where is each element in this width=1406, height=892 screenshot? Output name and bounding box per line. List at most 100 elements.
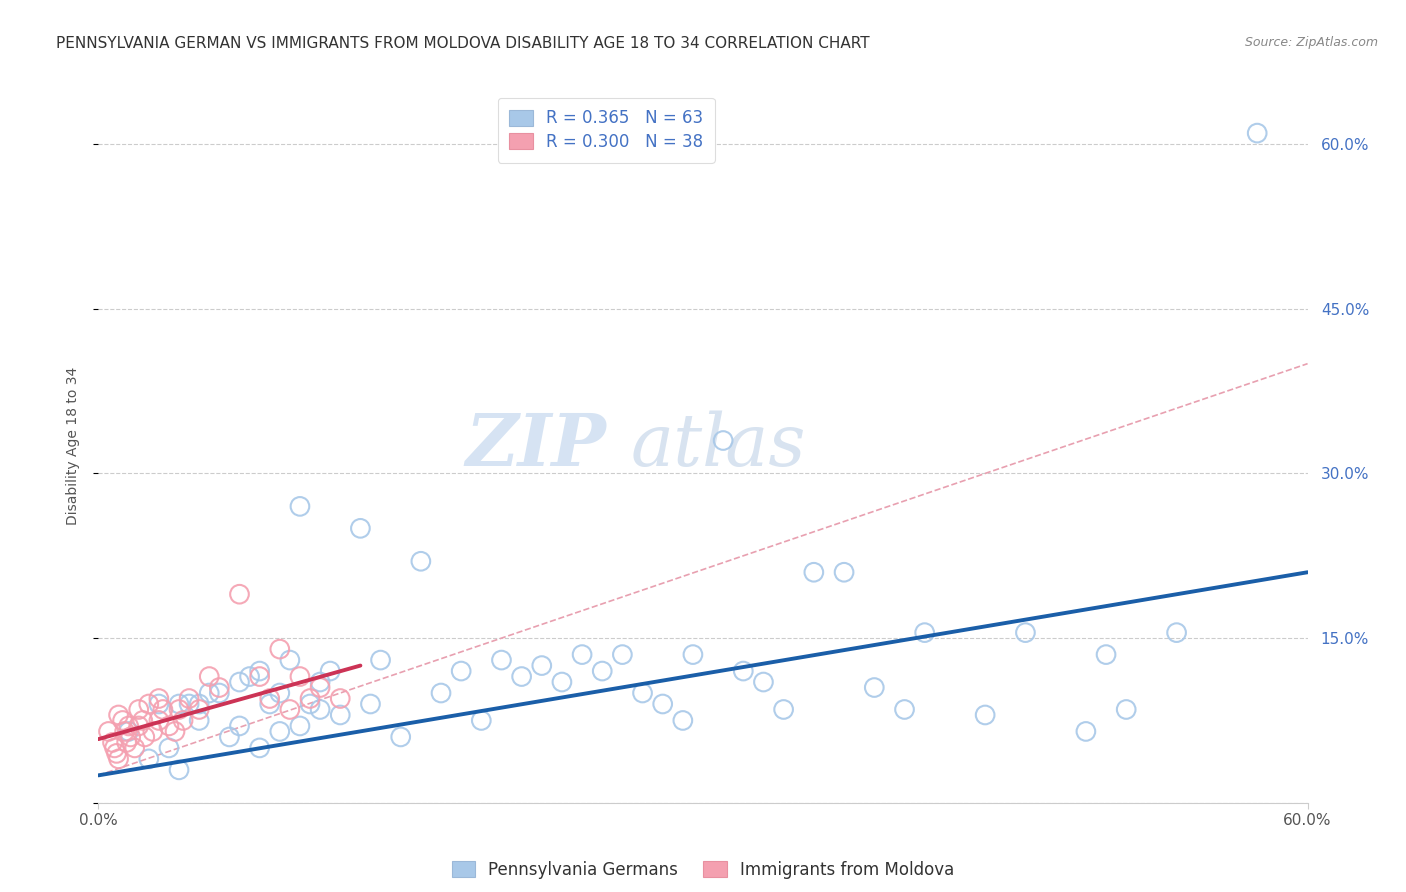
Point [124, 740, 146, 755]
Point [269, 686, 291, 700]
Point [259, 691, 281, 706]
Point [1014, 625, 1036, 640]
Point [188, 697, 211, 711]
Point [249, 669, 271, 683]
Point [389, 730, 412, 744]
Point [530, 658, 553, 673]
Point [309, 702, 332, 716]
Point [299, 691, 322, 706]
Point [682, 648, 704, 662]
Point [430, 686, 453, 700]
Point [208, 681, 231, 695]
Point [198, 669, 221, 683]
Point [551, 675, 574, 690]
Point [360, 697, 382, 711]
Point [179, 691, 201, 706]
Point [111, 714, 134, 728]
Point [157, 740, 180, 755]
Point [228, 675, 250, 690]
Point [329, 691, 352, 706]
Point [249, 740, 271, 755]
Point [269, 642, 291, 657]
Point [120, 730, 142, 744]
Point [163, 724, 186, 739]
Point [218, 730, 240, 744]
Point [1115, 702, 1137, 716]
Point [148, 714, 170, 728]
Point [198, 686, 221, 700]
Point [188, 702, 211, 716]
Point [450, 664, 472, 678]
Point [114, 724, 136, 739]
Point [1074, 724, 1097, 739]
Point [107, 708, 129, 723]
Point [309, 681, 332, 695]
Point [118, 724, 141, 739]
Text: atlas: atlas [630, 410, 806, 482]
Point [370, 653, 392, 667]
Text: Source: ZipAtlas.com: Source: ZipAtlas.com [1244, 36, 1378, 49]
Point [152, 702, 174, 716]
Point [309, 675, 332, 690]
Point [288, 719, 311, 733]
Point [148, 697, 170, 711]
Point [134, 730, 156, 744]
Point [132, 714, 155, 728]
Point [167, 702, 190, 716]
Point [470, 714, 492, 728]
Text: PENNSYLVANIA GERMAN VS IMMIGRANTS FROM MOLDOVA DISABILITY AGE 18 TO 34 CORRELATI: PENNSYLVANIA GERMAN VS IMMIGRANTS FROM M… [56, 36, 870, 51]
Point [228, 719, 250, 733]
Point [803, 566, 825, 580]
Point [772, 702, 794, 716]
Point [914, 625, 936, 640]
Point [591, 664, 613, 678]
Point [138, 697, 160, 711]
Point [228, 587, 250, 601]
Point [167, 763, 190, 777]
Point [128, 719, 150, 733]
Point [832, 566, 855, 580]
Point [107, 752, 129, 766]
Point [128, 702, 150, 716]
Point [571, 648, 593, 662]
Point [148, 691, 170, 706]
Point [118, 719, 141, 733]
Point [651, 697, 673, 711]
Point [208, 686, 231, 700]
Point [269, 724, 291, 739]
Point [893, 702, 915, 716]
Point [172, 714, 194, 728]
Point [278, 653, 301, 667]
Point [288, 669, 311, 683]
Point [631, 686, 654, 700]
Point [179, 697, 201, 711]
Point [138, 752, 160, 766]
Point [239, 669, 262, 683]
Point [299, 697, 322, 711]
Point [288, 500, 311, 514]
Point [510, 669, 533, 683]
Point [101, 735, 124, 749]
Y-axis label: Disability Age 18 to 34: Disability Age 18 to 34 [66, 367, 80, 525]
Point [672, 714, 695, 728]
Point [278, 702, 301, 716]
Point [409, 554, 432, 568]
Point [259, 697, 281, 711]
Point [319, 664, 342, 678]
Point [329, 708, 352, 723]
Point [1166, 625, 1188, 640]
Point [188, 714, 211, 728]
Point [349, 521, 371, 535]
Point [157, 719, 180, 733]
Point [1095, 648, 1118, 662]
Point [711, 434, 734, 448]
Point [733, 664, 755, 678]
Point [612, 648, 634, 662]
Legend: Pennsylvania Germans, Immigrants from Moldova: Pennsylvania Germans, Immigrants from Mo… [443, 853, 963, 888]
Point [974, 708, 997, 723]
Point [249, 664, 271, 678]
Point [115, 735, 138, 749]
Point [142, 724, 165, 739]
Point [167, 697, 190, 711]
Point [752, 675, 775, 690]
